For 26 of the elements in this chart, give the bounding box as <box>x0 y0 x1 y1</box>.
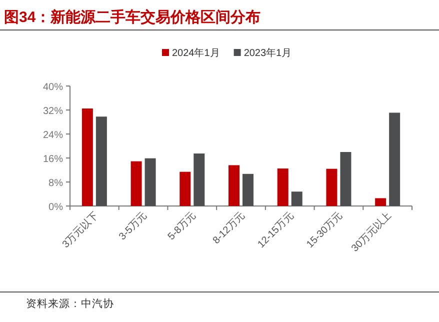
legend-label: 2023年1月 <box>244 47 292 59</box>
bar <box>326 168 338 206</box>
x-tick-label: 30万元以上 <box>349 210 394 254</box>
bar <box>291 192 302 206</box>
bar <box>194 154 205 206</box>
bar <box>242 174 254 206</box>
bar <box>144 158 156 206</box>
bar <box>340 152 352 206</box>
bar <box>82 108 93 206</box>
y-tick-label: 8% <box>48 178 64 189</box>
y-tick-label: 32% <box>42 106 64 117</box>
y-tick-label: 24% <box>42 130 64 141</box>
bar <box>389 112 400 206</box>
x-tick-label: 3-5万元 <box>117 210 150 242</box>
legend-label: 2024年1月 <box>172 47 220 59</box>
bar <box>96 116 107 206</box>
y-tick-label: 40% <box>42 82 64 93</box>
bar <box>130 161 142 206</box>
bar <box>180 172 191 206</box>
x-tick-label: 5-8万元 <box>166 210 198 242</box>
chart-title: 图34：新能源二手车交易价格区间分布 <box>4 8 261 26</box>
bar <box>277 168 288 206</box>
y-tick-label: 16% <box>42 154 64 165</box>
text: 资料来源：中汽协 <box>26 297 114 310</box>
bar <box>228 165 240 206</box>
bar <box>375 198 386 206</box>
